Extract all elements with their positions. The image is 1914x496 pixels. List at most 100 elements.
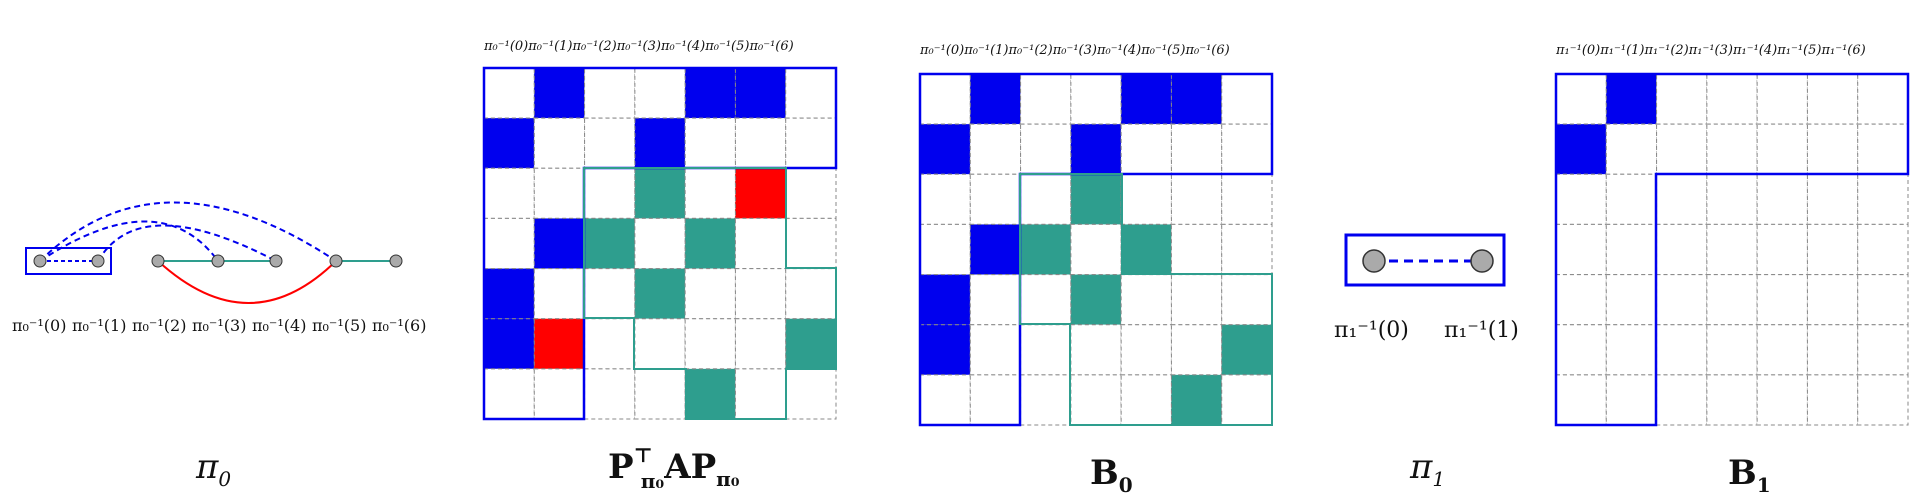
- matrix-cell: [483, 268, 535, 320]
- matrix-cell: [483, 167, 535, 219]
- matrix-cell: [483, 368, 535, 420]
- matrix-cell: [584, 167, 636, 219]
- matrix-cell: [1120, 223, 1172, 276]
- matrix-cell: [1806, 324, 1859, 376]
- matrix-cell: [1170, 123, 1223, 175]
- pi0-graph: π₀⁻¹(0) π₀⁻¹(1) π₀⁻¹(2) π₀⁻¹(3) π₀⁻¹(4) …: [12, 201, 426, 491]
- pi0-group-box: [25, 247, 112, 275]
- matrix-cell: [684, 117, 736, 169]
- matrix-cell: [1070, 324, 1122, 376]
- node-2: [151, 254, 165, 268]
- matrix-cell: [1605, 73, 1658, 125]
- matrix-cell: [919, 274, 971, 326]
- matrix-cell: [1170, 223, 1223, 276]
- arc-blue-0-5: [39, 201, 337, 262]
- matrix-cell: [785, 167, 837, 219]
- matrix-cell: [1221, 73, 1273, 125]
- matrix-cell: [1020, 324, 1072, 376]
- b0-panel: π₀⁻¹(0)π₀⁻¹(1)π₀⁻¹(2)π₀⁻¹(3)π₀⁻¹(4)π₀⁻¹(…: [918, 43, 1274, 496]
- matrix-cell: [1656, 324, 1708, 376]
- matrix-cell: [1020, 173, 1072, 225]
- matrix-cell: [634, 217, 686, 270]
- matrix-cell: [684, 217, 736, 270]
- matrix-cell: [1120, 374, 1172, 426]
- pi0-label-6: π₀⁻¹(6): [372, 316, 426, 335]
- matrix-cell: [785, 217, 837, 270]
- pi0-label-5: π₀⁻¹(5): [312, 316, 366, 335]
- matrix-cell: [1070, 374, 1122, 426]
- b0-header: π₀⁻¹(0)π₀⁻¹(1)π₀⁻¹(2)π₀⁻¹(3)π₀⁻¹(4)π₀⁻¹(…: [919, 43, 1230, 58]
- matrix-cell: [919, 123, 971, 175]
- matrix-cell: [483, 67, 535, 119]
- matrix-cell: [533, 268, 586, 320]
- matrix-cell: [533, 368, 586, 420]
- matrix-cell: [634, 167, 686, 219]
- pi0-label-1: π₀⁻¹(1): [72, 316, 126, 335]
- matrix-cell: [634, 67, 686, 119]
- arc-blue-0-3: [39, 220, 219, 262]
- matrix-cell: [734, 167, 787, 219]
- matrix-cell: [1706, 123, 1758, 175]
- matrix-cell: [533, 117, 586, 169]
- matrix-cell: [969, 324, 1022, 376]
- matrix-cell: [1070, 123, 1122, 175]
- b1-matrix: [1555, 73, 1909, 426]
- matrix-cell: [1706, 73, 1758, 125]
- matrix-cell: [1756, 73, 1808, 125]
- matrix-cell: [1221, 274, 1273, 326]
- matrix-cell: [1221, 173, 1273, 225]
- matrix-cell: [1221, 223, 1273, 276]
- matrix-cell: [1020, 73, 1072, 125]
- matrix-cell: [1656, 73, 1708, 125]
- matrix-cell: [919, 374, 971, 426]
- matrix-cell: [1806, 274, 1859, 326]
- matrix-cell: [1605, 123, 1658, 175]
- matrix-cell: [1020, 374, 1072, 426]
- matrix-cell: [1605, 223, 1658, 276]
- b1-panel: π₁⁻¹(0)π₁⁻¹(1)π₁⁻¹(2)π₁⁻¹(3)π₁⁻¹(4)π₁⁻¹(…: [1554, 43, 1910, 496]
- matrix-cell: [1656, 173, 1708, 225]
- matrix-cell: [1221, 324, 1273, 376]
- matrix-cell: [1605, 324, 1658, 376]
- matrix-cell: [1857, 274, 1909, 326]
- matrix-cell: [1221, 123, 1273, 175]
- matrix-cell: [1221, 374, 1273, 426]
- matrix-cell: [969, 223, 1022, 276]
- matrix-cell: [785, 318, 837, 370]
- matrix-cell: [684, 167, 736, 219]
- matrix-cell: [1555, 274, 1607, 326]
- matrix-cell: [533, 67, 586, 119]
- matrix-cell: [483, 318, 535, 370]
- matrix-cell: [1120, 123, 1172, 175]
- pi0-label-3: π₀⁻¹(3): [192, 316, 246, 335]
- matrix-cell: [785, 117, 837, 169]
- matrix-cell: [634, 268, 686, 320]
- matrix-cell: [1170, 374, 1223, 426]
- pi1-node-0: [1362, 249, 1386, 273]
- matrix-cell: [1857, 73, 1909, 125]
- matrix-cell: [1706, 324, 1758, 376]
- matrix-cell: [1555, 324, 1607, 376]
- matrix-cell: [919, 324, 971, 376]
- matrix-cell: [1120, 173, 1172, 225]
- matrix-cell: [1857, 223, 1909, 276]
- pi1-group-box: [1344, 233, 1506, 287]
- matrix-cell: [634, 117, 686, 169]
- matrix-cell: [734, 318, 787, 370]
- matrix-cell: [969, 123, 1022, 175]
- matrix-cell: [1806, 173, 1859, 225]
- pi1-node-1: [1470, 249, 1494, 273]
- pi0-label-4: π₀⁻¹(4): [252, 316, 306, 335]
- matrix-cell: [584, 268, 636, 320]
- matrix-cell: [1555, 73, 1607, 125]
- matrix-cell: [1555, 374, 1607, 426]
- matrix-cell: [483, 117, 535, 169]
- matrix-cell: [919, 73, 971, 125]
- matrix-cell: [634, 368, 686, 420]
- matrix-cell: [969, 73, 1022, 125]
- matrix-cell: [1756, 173, 1808, 225]
- matrix-cell: [1756, 324, 1808, 376]
- matrix-cell: [1857, 374, 1909, 426]
- matrix-cell: [684, 67, 736, 119]
